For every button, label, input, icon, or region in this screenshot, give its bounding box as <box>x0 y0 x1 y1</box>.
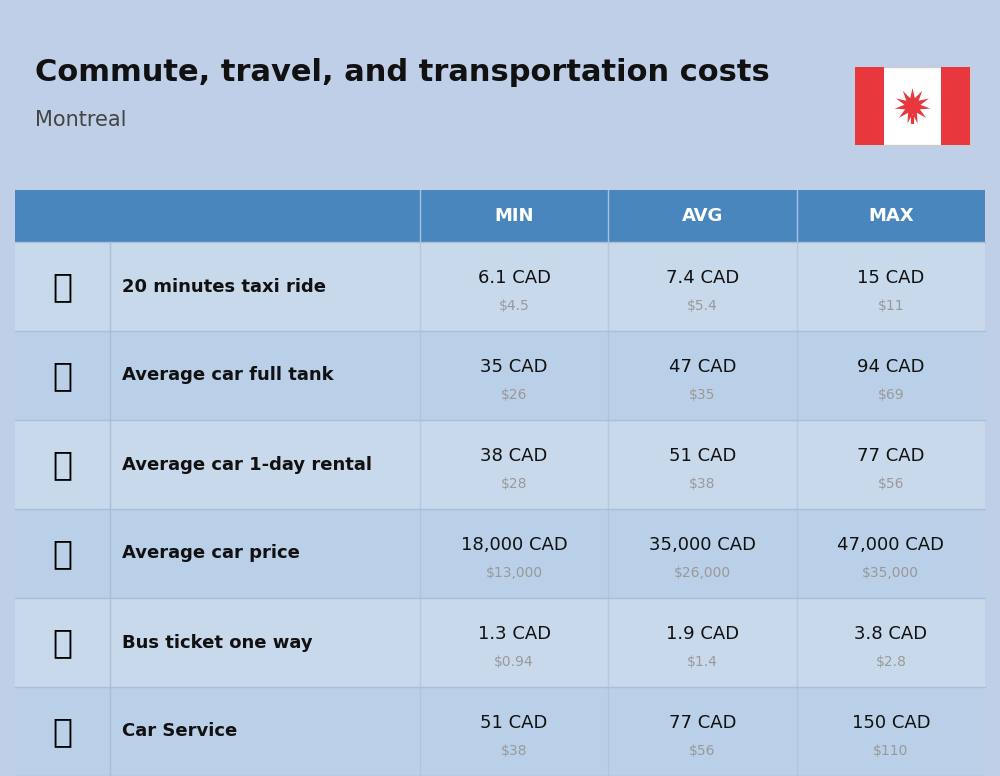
Text: 🔧: 🔧 <box>52 715 72 748</box>
PathPatch shape <box>895 88 930 123</box>
Text: $26: $26 <box>501 388 527 402</box>
Text: 94 CAD: 94 CAD <box>857 358 925 376</box>
Text: 3.8 CAD: 3.8 CAD <box>854 625 927 643</box>
Text: 38 CAD: 38 CAD <box>480 447 548 465</box>
Text: 35 CAD: 35 CAD <box>480 358 548 376</box>
Text: $110: $110 <box>873 744 909 758</box>
Text: $56: $56 <box>878 477 904 491</box>
Bar <box>911 115 914 124</box>
Text: 1.9 CAD: 1.9 CAD <box>666 625 739 643</box>
Text: 51 CAD: 51 CAD <box>480 714 548 732</box>
Text: AVG: AVG <box>682 207 723 225</box>
Bar <box>15 509 985 598</box>
Text: $0.94: $0.94 <box>494 655 534 669</box>
Text: $13,000: $13,000 <box>486 566 543 580</box>
Text: 20 minutes taxi ride: 20 minutes taxi ride <box>122 278 326 296</box>
Text: $69: $69 <box>878 388 904 402</box>
Text: $2.8: $2.8 <box>875 655 906 669</box>
Bar <box>15 242 985 331</box>
Bar <box>941 67 970 145</box>
Text: 🚕: 🚕 <box>52 270 72 303</box>
Text: 18,000 CAD: 18,000 CAD <box>461 535 568 553</box>
Text: 🚌: 🚌 <box>52 626 72 659</box>
Text: 🚗: 🚗 <box>52 537 72 570</box>
Text: $56: $56 <box>689 744 716 758</box>
Text: $35: $35 <box>689 388 716 402</box>
Bar <box>855 67 884 145</box>
Text: $38: $38 <box>689 477 716 491</box>
Text: $26,000: $26,000 <box>674 566 731 580</box>
Bar <box>15 190 985 242</box>
Text: 1.3 CAD: 1.3 CAD <box>478 625 551 643</box>
Bar <box>15 598 985 687</box>
Text: Average car price: Average car price <box>122 545 300 563</box>
Text: 77 CAD: 77 CAD <box>669 714 736 732</box>
Text: $11: $11 <box>878 299 904 313</box>
Text: $5.4: $5.4 <box>687 299 718 313</box>
Text: Car Service: Car Service <box>122 722 237 740</box>
Text: 🚙: 🚙 <box>52 448 72 481</box>
Text: Montreal: Montreal <box>35 110 126 130</box>
Text: 150 CAD: 150 CAD <box>852 714 930 732</box>
Text: $28: $28 <box>501 477 527 491</box>
Text: $4.5: $4.5 <box>499 299 530 313</box>
Text: ⛽: ⛽ <box>52 359 72 392</box>
Text: Average car full tank: Average car full tank <box>122 366 334 384</box>
Text: 77 CAD: 77 CAD <box>857 447 925 465</box>
Bar <box>15 331 985 420</box>
Text: MIN: MIN <box>494 207 534 225</box>
Text: $38: $38 <box>501 744 527 758</box>
Bar <box>855 67 970 145</box>
Text: $35,000: $35,000 <box>862 566 919 580</box>
Text: Average car 1-day rental: Average car 1-day rental <box>122 456 372 473</box>
Text: 35,000 CAD: 35,000 CAD <box>649 535 756 553</box>
Text: 51 CAD: 51 CAD <box>669 447 736 465</box>
Text: 47 CAD: 47 CAD <box>669 358 736 376</box>
Bar <box>15 420 985 509</box>
Text: $1.4: $1.4 <box>687 655 718 669</box>
Text: 6.1 CAD: 6.1 CAD <box>478 268 551 286</box>
Text: 7.4 CAD: 7.4 CAD <box>666 268 739 286</box>
Text: Commute, travel, and transportation costs: Commute, travel, and transportation cost… <box>35 58 770 87</box>
Bar <box>0 0 1000 175</box>
Text: MAX: MAX <box>868 207 914 225</box>
Bar <box>15 687 985 776</box>
Text: 47,000 CAD: 47,000 CAD <box>837 535 944 553</box>
Text: 15 CAD: 15 CAD <box>857 268 925 286</box>
Text: Bus ticket one way: Bus ticket one way <box>122 633 313 652</box>
